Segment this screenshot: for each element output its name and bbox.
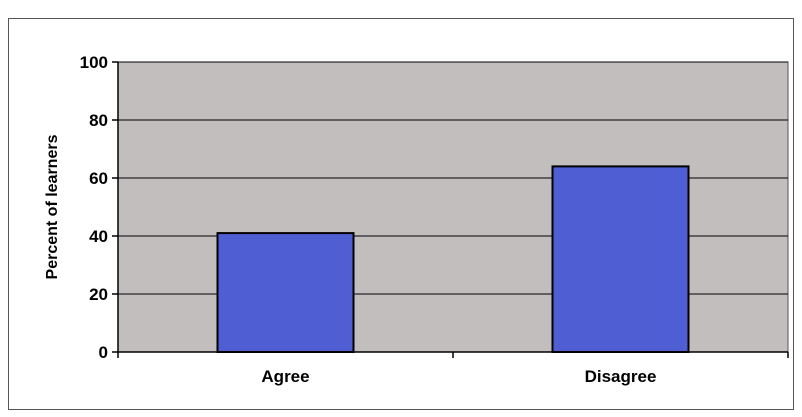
bar-disagree [551, 165, 690, 353]
x-category-label: Agree [261, 367, 309, 386]
y-axis-title: Percent of learners [44, 134, 61, 279]
y-tick-label: 60 [89, 169, 108, 188]
y-tick-label: 80 [89, 111, 108, 130]
y-tick-label: 0 [99, 343, 108, 362]
x-axis-ticks: Agree Disagree [117, 352, 789, 386]
y-axis-ticks: 0 20 40 60 80 100 [80, 53, 118, 362]
bars [216, 165, 690, 354]
bar-agree [216, 232, 355, 354]
y-tick-label: 40 [89, 227, 108, 246]
x-category-label: Disagree [585, 367, 657, 386]
y-tick-label: 20 [89, 285, 108, 304]
y-tick-label: 100 [80, 53, 108, 72]
